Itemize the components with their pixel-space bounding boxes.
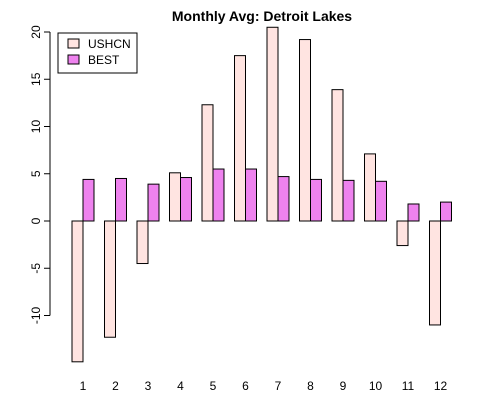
bar-ushcn-6	[234, 55, 246, 222]
legend-swatch-ushcn	[67, 38, 80, 49]
x-tick-label: 10	[369, 379, 383, 393]
legend: USHCN BEST	[57, 32, 138, 74]
y-tick-label: 20	[29, 25, 43, 39]
legend-swatch-best	[67, 54, 80, 65]
y-tick-label: -5	[29, 263, 43, 274]
x-tick-label: 3	[145, 379, 152, 393]
x-tick-label: 1	[80, 379, 87, 393]
bar-ushcn-7	[266, 26, 279, 222]
chart-title: Monthly Avg: Detroit Lakes	[172, 8, 352, 24]
y-tick-label: -10	[29, 307, 43, 325]
y-axis: -10 -5 0 5 10 15 20	[29, 25, 51, 325]
bar-ushcn-5	[201, 104, 214, 222]
bar-ushcn-2	[104, 220, 116, 338]
bar-best-5	[212, 168, 225, 222]
bar-ushcn-4	[169, 172, 181, 222]
bar-best-4	[180, 177, 192, 222]
bar-best-7	[277, 176, 290, 222]
bar-best-12	[440, 201, 452, 222]
y-tick-label: 5	[29, 170, 43, 177]
x-tick-label: 9	[340, 379, 347, 393]
bar-ushcn-12	[429, 220, 441, 326]
y-tick-label: 0	[29, 217, 43, 224]
x-tick-label: 5	[210, 379, 217, 393]
x-tick-label: 8	[307, 379, 314, 393]
x-axis-labels: 1 2 3 4 5 6 7 8 9 10 11 12	[80, 379, 448, 393]
y-tick-label: 10	[29, 120, 43, 134]
y-tick-label: 15	[29, 72, 43, 86]
x-tick-label: 12	[434, 379, 448, 393]
bar-ushcn-3	[136, 220, 149, 265]
bar-best-11	[407, 203, 420, 222]
bar-ushcn-8	[299, 39, 311, 222]
x-tick-label: 11	[402, 379, 415, 393]
bar-ushcn-9	[331, 89, 344, 222]
bar-best-8	[310, 178, 322, 222]
bars	[71, 26, 452, 363]
bar-best-10	[375, 180, 387, 222]
bar-best-9	[342, 179, 355, 222]
legend-label-best: BEST	[88, 53, 120, 67]
bar-best-1	[82, 178, 95, 222]
bar-ushcn-11	[396, 220, 409, 247]
bar-ushcn-1	[71, 220, 84, 363]
bar-best-2	[115, 177, 127, 222]
x-tick-label: 6	[242, 379, 249, 393]
legend-label-ushcn: USHCN	[88, 37, 131, 51]
bar-best-3	[147, 183, 160, 222]
x-tick-label: 4	[177, 379, 184, 393]
x-tick-label: 7	[275, 379, 282, 393]
x-tick-label: 2	[112, 379, 119, 393]
bar-best-6	[245, 168, 257, 222]
legend-box	[57, 32, 138, 74]
bar-ushcn-10	[364, 153, 376, 222]
